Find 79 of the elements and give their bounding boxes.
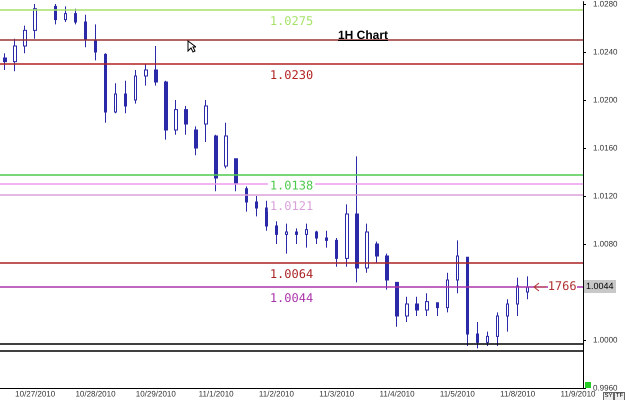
candlestick <box>335 238 338 268</box>
x-tick-label: 11/5/2010 <box>440 390 476 398</box>
candlestick <box>194 126 198 156</box>
x-tick-label: 11/8/2010 <box>500 390 536 398</box>
candlestick <box>234 158 238 192</box>
candlestick <box>275 220 278 244</box>
candlestick <box>415 296 419 316</box>
ref-line-label: 1.0275 <box>270 14 314 28</box>
x-tick-label: 11/9/2010 <box>560 390 596 398</box>
candlestick <box>54 4 57 25</box>
candlestick <box>124 80 127 114</box>
candlestick <box>164 80 168 140</box>
candlestick <box>13 38 17 72</box>
candlestick <box>214 134 218 192</box>
candlestick <box>154 46 158 86</box>
candlestick <box>446 272 449 313</box>
candlestick <box>355 156 359 283</box>
candlestick <box>204 100 208 142</box>
candlestick <box>84 14 87 48</box>
candlestick <box>3 52 7 70</box>
candlestick <box>315 230 318 244</box>
y-tick-label: 0.9960 <box>593 384 618 392</box>
x-tick-label: 10/27/2010 <box>15 390 56 398</box>
candlestick <box>526 276 529 300</box>
candlestick <box>365 223 369 274</box>
y-tick-label: 1.0080 <box>593 240 618 248</box>
x-tick-label: 10/28/2010 <box>75 390 116 398</box>
x-tick-label: 11/2/2010 <box>258 390 294 398</box>
y-tick-label: 1.0160 <box>593 144 618 152</box>
candlestick <box>285 223 288 254</box>
candlestick <box>134 70 137 104</box>
candlestick <box>375 241 379 264</box>
candlestick <box>425 292 429 316</box>
candlestick <box>33 4 37 40</box>
ref-line-label: 1.0121 <box>270 198 314 213</box>
candlestick <box>456 240 459 294</box>
ref-line-label: 1.0138 <box>270 178 314 192</box>
ref-line-label: 1.0230 <box>270 68 314 82</box>
candlestick <box>385 253 389 290</box>
candlestick <box>255 196 258 217</box>
x-tick-label: 11/3/2010 <box>319 390 355 398</box>
y-tick-label: 1.0000 <box>593 336 618 344</box>
candlestick <box>94 24 97 61</box>
annotation: 1766 <box>548 279 577 294</box>
candlestick <box>506 298 509 332</box>
candlestick <box>144 64 148 86</box>
candlestick <box>466 256 469 346</box>
candlestick <box>405 296 409 322</box>
candlestick <box>295 228 298 244</box>
candlestick <box>486 331 489 346</box>
candlestick <box>305 223 308 248</box>
ref-line-label: 1.0044 <box>270 291 314 306</box>
candlestick <box>325 230 328 248</box>
candlestick <box>64 6 67 22</box>
candlestick <box>265 200 268 232</box>
candlestick <box>516 277 519 316</box>
candlestick <box>114 82 117 114</box>
annotation: 1.0044 <box>584 280 616 294</box>
ref-line-label: 1.0064 <box>270 267 314 282</box>
candlestick <box>23 25 27 54</box>
x-tick-label: 11/4/2010 <box>380 390 416 398</box>
y-tick-label: 1.0200 <box>593 96 618 104</box>
text: 1H Chart <box>338 28 388 42</box>
candlestick <box>345 204 349 268</box>
candlestick <box>245 186 248 212</box>
candlestick <box>184 106 188 136</box>
y-tick-label: 1.0120 <box>593 192 618 200</box>
candlestick <box>174 100 178 136</box>
y-tick-label: 1.0240 <box>593 48 618 56</box>
candlestick <box>496 312 499 346</box>
x-tick-label: 10/29/2010 <box>136 390 176 398</box>
x-tick-label: 11/1/2010 <box>198 390 234 398</box>
candlestick <box>74 8 77 25</box>
candlestick <box>395 282 399 328</box>
candlestick <box>104 52 107 124</box>
candlestick <box>476 322 479 349</box>
candlestick <box>436 302 439 316</box>
y-tick-label: 1.0280 <box>593 0 618 8</box>
candlestick <box>224 122 228 169</box>
